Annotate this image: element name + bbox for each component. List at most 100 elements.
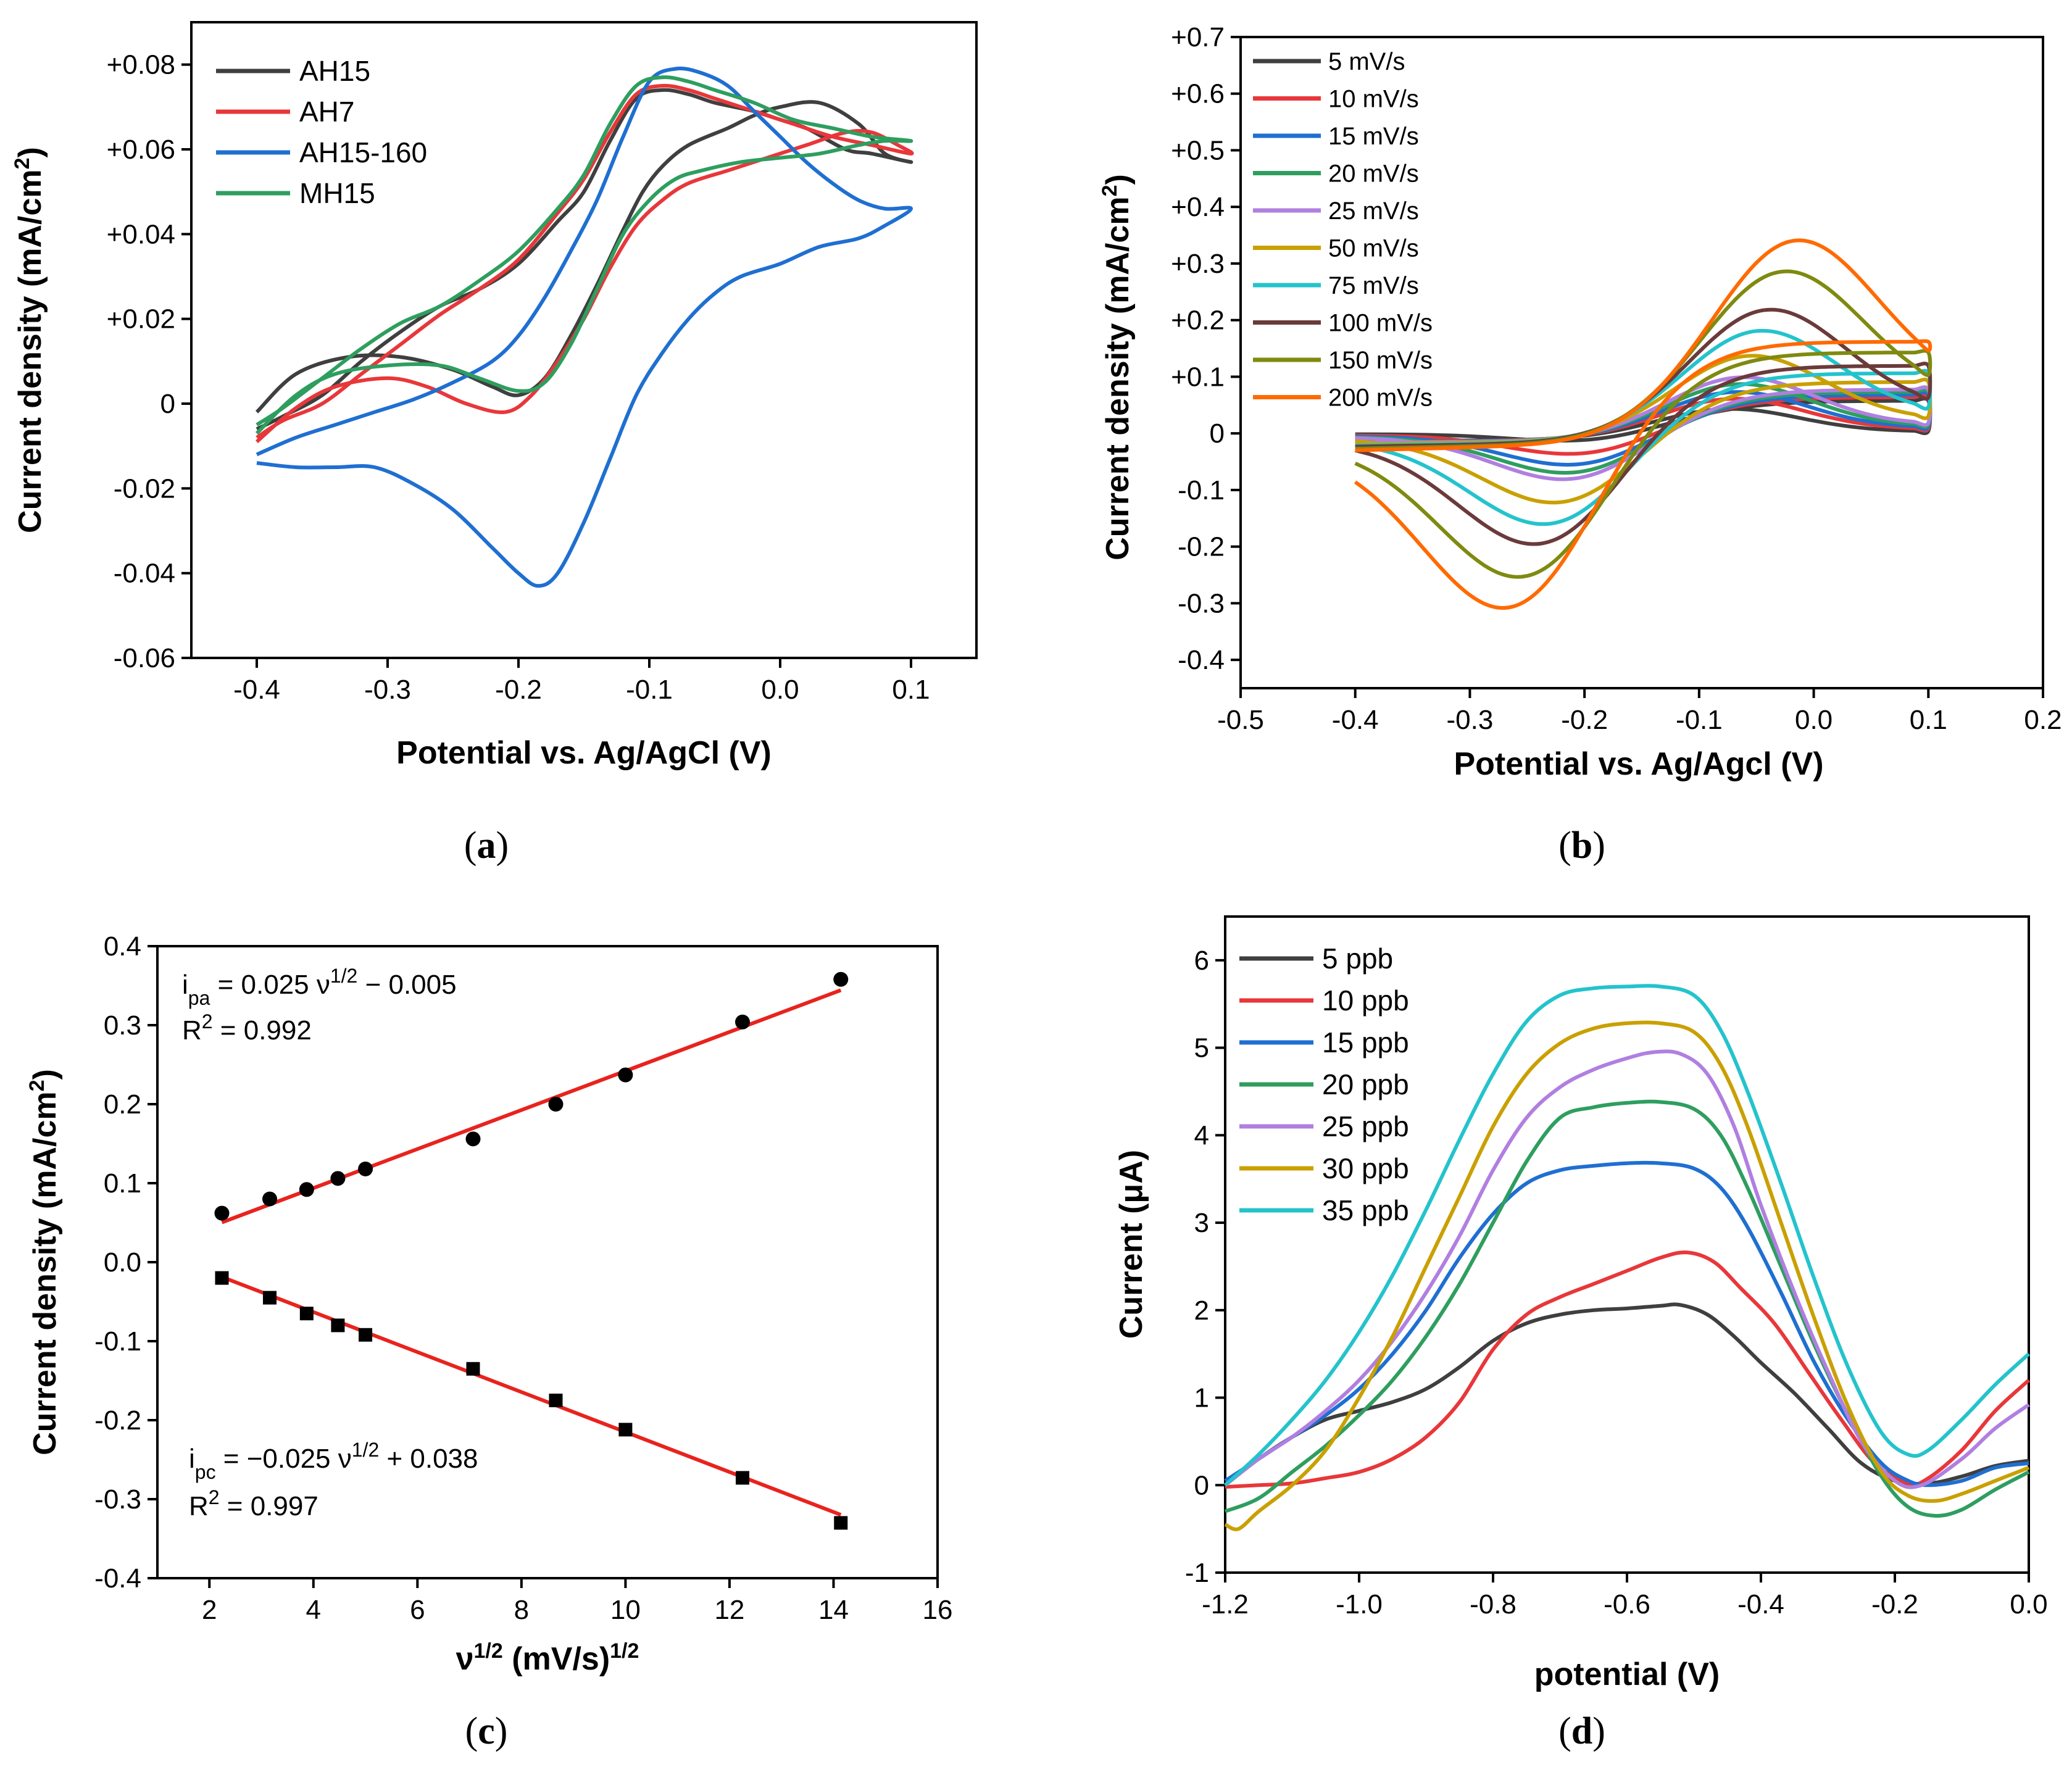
panel-b-legend-label: 25 mV/s	[1328, 198, 1419, 225]
panel-b-plot-frame	[1239, 36, 2044, 689]
panel-a-x-tick-label: -0.1	[626, 675, 673, 705]
panel-d-series-2	[1224, 1160, 2029, 1487]
panel-c-y-axis-title: Current density (mA/cm2)	[25, 1069, 63, 1455]
panel-c-point-ipa	[465, 1131, 481, 1147]
panel-c-y-tick-label: 0.1	[104, 1168, 141, 1199]
panel-d-y-tick-label: 1	[1194, 1383, 1209, 1413]
panel-c-fit-ipa	[221, 988, 842, 1225]
panel-a-legend-label: AH7	[299, 96, 354, 128]
panel-c-point-ipc	[618, 1423, 633, 1437]
panel-c-ipc-r2: R2 = 0.997	[189, 1486, 318, 1521]
ipc-eq-body: = −0.025 ν	[216, 1444, 352, 1474]
panel-b-y-tick-label: -0.2	[1178, 532, 1225, 562]
panel-a-legend-label: AH15	[299, 55, 370, 87]
ipc-eq-sub: pc	[195, 1461, 216, 1483]
panel-c-point-ipa	[618, 1067, 633, 1083]
panel-b-y-tick-label: -0.1	[1178, 475, 1225, 505]
panel-c-point-ipc	[736, 1471, 749, 1485]
panel-b-y-tick-label: +0.4	[1171, 192, 1225, 222]
panel-b-y-tick-label: 0	[1210, 418, 1225, 449]
panel-a-x-tick-label: -0.2	[495, 675, 542, 705]
ipa-r2-value: = 0.992	[213, 1015, 312, 1046]
panel-c-x-tick-label: 12	[714, 1595, 744, 1625]
ipc-eq-i: i	[189, 1444, 195, 1474]
panel-c-label: (c)	[465, 1710, 508, 1752]
c-xlabel-sup2: 1/2	[610, 1639, 639, 1663]
panel-c-letter: c	[478, 1710, 495, 1752]
ipc-r2-value: = 0.997	[220, 1491, 318, 1521]
ipa-r2-r: R	[182, 1015, 202, 1046]
panel-d-series-5	[1224, 1020, 2030, 1531]
panel-a-y-axis-title-sup: 2	[10, 157, 34, 169]
panel-c-y-tick-label: -0.3	[94, 1484, 141, 1515]
panel-a-y-tick-label: +0.02	[107, 304, 175, 335]
ipa-eq-sub: pa	[188, 987, 210, 1009]
c-xlabel-mid: (mV/s)	[503, 1641, 610, 1677]
panel-b-y-axis-title: Current density (mA/cm2)	[1098, 174, 1136, 560]
panel-a: -0.4 -0.3 -0.2 -0.1 0.0 0.1 -0.06 -0.04 -0.02 0 +0…	[10, 21, 978, 867]
panel-a-y-tick-label: +0.08	[107, 50, 175, 80]
panel-d-x-tick-label: 0.0	[2010, 1589, 2047, 1620]
panel-b-label: (b)	[1558, 825, 1605, 867]
panel-c-x-tick-label: 16	[923, 1595, 953, 1625]
panel-c-ipc-equation: ipc = −0.025 ν1/2 + 0.038	[189, 1439, 478, 1483]
panel-b-legend: 5 mV/s 10 mV/s 15 mV/s 20 mV/s 25 mV/s 50 mV/…	[1253, 48, 1433, 412]
panel-d-x-tick-label: -0.4	[1737, 1589, 1784, 1620]
panel-b-legend-label: 15 mV/s	[1328, 123, 1419, 150]
panel-c-point-ipc	[466, 1362, 480, 1376]
panel-a-plot-frame	[190, 21, 978, 659]
ipa-eq-tail: − 0.005	[357, 970, 456, 1000]
panel-c-x-tick-label: 8	[514, 1595, 529, 1625]
panel-b: -0.5 -0.4 -0.3 -0.2 -0.1 0.0 0.1 0.2 -0.4 -0.3 -0.…	[1098, 22, 2062, 867]
panel-c-point-ipc	[549, 1394, 563, 1407]
panel-c-x-tick-label: 6	[410, 1595, 425, 1625]
panel-d-y-tick-label: 5	[1194, 1033, 1209, 1063]
ipc-eq-tail: + 0.038	[379, 1444, 478, 1474]
panel-c-point-ipa	[548, 1097, 564, 1112]
panel-d-legend-label: 15 ppb	[1322, 1026, 1409, 1058]
panel-d-x-tick-label: -0.6	[1604, 1589, 1650, 1620]
panel-c-point-ipa	[358, 1161, 373, 1176]
panel-a-x-tick-label: -0.3	[364, 675, 411, 705]
panel-b-curves	[1354, 238, 1933, 610]
panel-a-y-tick-label: -0.02	[114, 473, 175, 504]
panel-b-y-tick-label: -0.4	[1178, 645, 1225, 675]
panel-d-letter: d	[1571, 1710, 1592, 1752]
panel-b-x-tick-label: -0.3	[1447, 705, 1494, 735]
panel-a-y-tick-label: -0.04	[114, 559, 175, 589]
panel-b-x-tick-label: 0.1	[1910, 705, 1947, 735]
panel-d-series-1	[1225, 1250, 2031, 1489]
panel-c-x-tick-label: 10	[610, 1595, 641, 1625]
panel-c-point-ipc	[834, 1516, 848, 1530]
panel-b-y-tick-label: +0.1	[1171, 362, 1225, 392]
panel-a-x-axis-title: Potential vs. Ag/AgCl (V)	[396, 735, 772, 771]
panel-a-y-axis-title-end: )	[12, 147, 48, 157]
panel-b-letter: b	[1571, 825, 1592, 867]
panel-a-x-tick-label: 0.0	[761, 675, 799, 705]
panel-b-y-axis-title-sup: 2	[1098, 185, 1121, 196]
panel-b-legend-label: 150 mV/s	[1328, 347, 1433, 374]
panel-a-y-tick-label: +0.06	[107, 135, 175, 165]
panel-d-y-tick-label: 3	[1194, 1208, 1209, 1238]
panel-a-series-ah7	[256, 83, 914, 444]
panel-a-y-tick-label: -0.06	[114, 643, 175, 673]
panel-b-x-tick-label: 0.2	[2024, 705, 2062, 735]
panel-d-y-tick-label: 6	[1194, 946, 1209, 976]
panel-b-legend-label: 50 mV/s	[1328, 235, 1419, 262]
panel-a-letter: a	[477, 825, 496, 867]
panel-d-legend-label: 20 ppb	[1322, 1068, 1409, 1100]
panel-b-y-tick-label: -0.3	[1178, 588, 1225, 618]
panel-a-y-tick-label: 0	[160, 389, 175, 419]
panel-b-series-9	[1354, 238, 1933, 610]
panel-c-ipa-r2: R2 = 0.992	[182, 1010, 312, 1046]
panel-d-legend-label: 30 ppb	[1322, 1152, 1409, 1184]
panel-b-y-tick-label: +0.7	[1171, 22, 1225, 52]
panel-c-point-ipc	[263, 1291, 277, 1305]
panel-c-point-ipa	[262, 1191, 278, 1207]
panel-b-y-tick-label: +0.2	[1171, 306, 1225, 336]
panel-c-point-ipc	[331, 1318, 345, 1333]
panel-d-ticks: -1.2 -1.0 -0.8 -0.6 -0.4 -0.2 0.0 -1 0 1 2 3 4 5 6	[1185, 946, 2048, 1620]
panel-d: -1.2 -1.0 -0.8 -0.6 -0.4 -0.2 0.0 -1 0 1 2 3 4 5 6 5 p…	[1113, 915, 2048, 1752]
panel-c-y-axis-title-main: Current density (mA/cm	[27, 1091, 63, 1455]
panel-a-label: (a)	[464, 825, 509, 867]
